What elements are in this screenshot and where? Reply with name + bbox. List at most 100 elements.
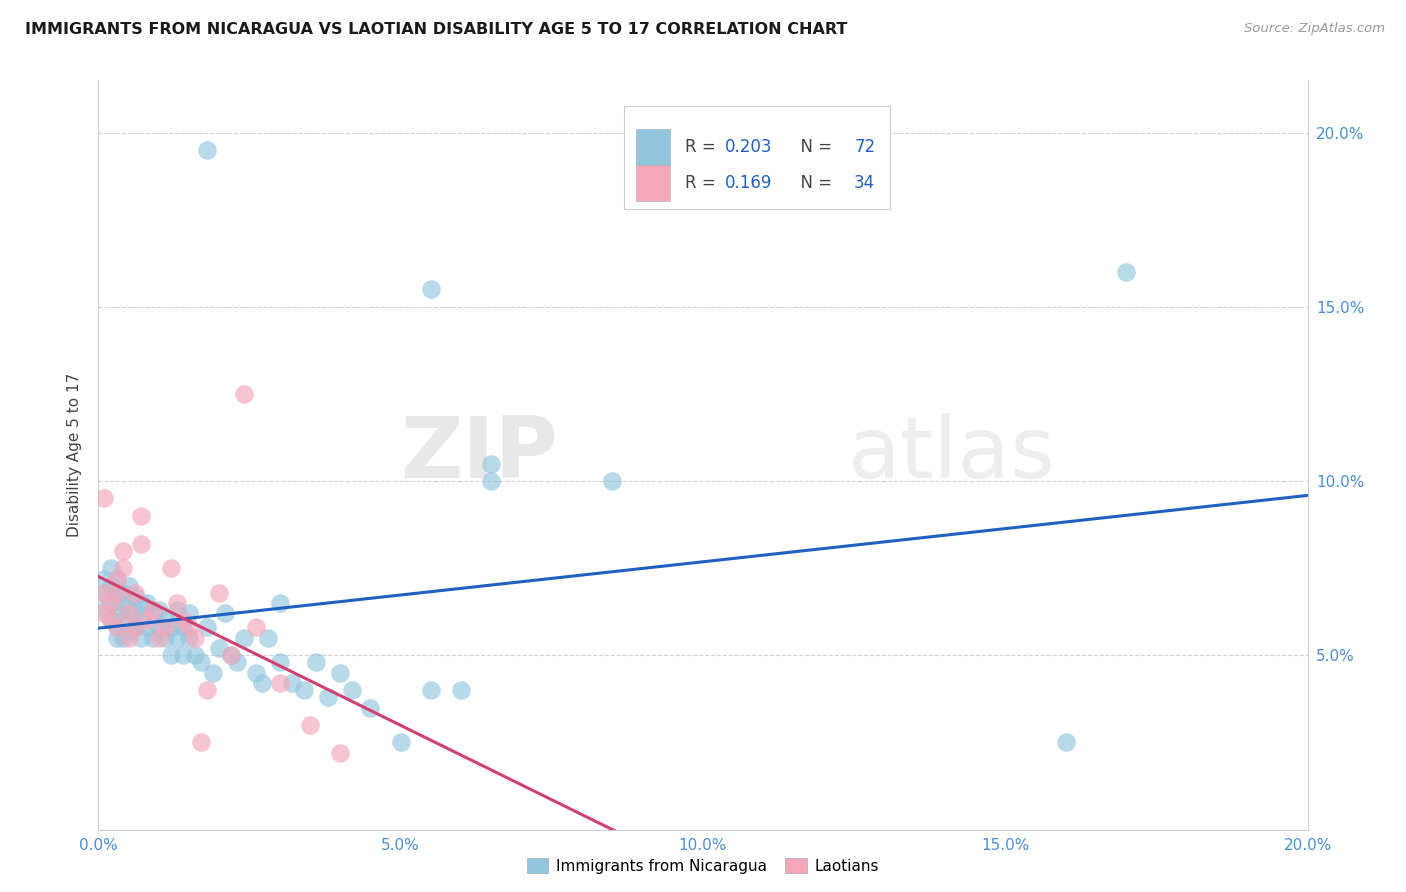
Point bbox=[232, 631, 254, 645]
Point bbox=[1115, 265, 1137, 279]
Point bbox=[316, 690, 339, 705]
Point bbox=[148, 620, 170, 634]
Point bbox=[100, 614, 122, 628]
Point bbox=[172, 614, 194, 628]
Point bbox=[190, 735, 212, 749]
Text: 0.203: 0.203 bbox=[724, 138, 772, 156]
Point bbox=[105, 589, 128, 603]
FancyBboxPatch shape bbox=[637, 165, 671, 202]
Point bbox=[93, 572, 115, 586]
Point bbox=[184, 648, 207, 663]
Point bbox=[129, 537, 152, 551]
Text: 0.169: 0.169 bbox=[724, 174, 772, 193]
Legend: Immigrants from Nicaragua, Laotians: Immigrants from Nicaragua, Laotians bbox=[522, 852, 884, 880]
Point bbox=[148, 631, 170, 645]
Point bbox=[111, 543, 134, 558]
Text: 72: 72 bbox=[855, 138, 876, 156]
Point bbox=[100, 596, 122, 610]
Point bbox=[100, 579, 122, 593]
Point bbox=[208, 585, 231, 599]
Point bbox=[135, 596, 157, 610]
Point bbox=[160, 620, 183, 634]
Point bbox=[118, 631, 141, 645]
Point bbox=[190, 655, 212, 669]
Point bbox=[214, 607, 236, 621]
Point bbox=[93, 491, 115, 506]
Point bbox=[305, 655, 328, 669]
Point bbox=[93, 607, 115, 621]
Point bbox=[142, 631, 165, 645]
Point bbox=[129, 631, 152, 645]
Point bbox=[135, 620, 157, 634]
Point bbox=[100, 596, 122, 610]
Point bbox=[129, 596, 152, 610]
Point bbox=[195, 620, 218, 634]
Y-axis label: Disability Age 5 to 17: Disability Age 5 to 17 bbox=[67, 373, 83, 537]
Point bbox=[195, 683, 218, 698]
Point bbox=[153, 620, 176, 634]
Point bbox=[226, 655, 249, 669]
Point bbox=[481, 474, 503, 488]
Point bbox=[602, 474, 624, 488]
Point bbox=[100, 614, 122, 628]
Point bbox=[250, 676, 273, 690]
Point bbox=[124, 607, 146, 621]
Text: 34: 34 bbox=[855, 174, 876, 193]
Point bbox=[124, 620, 146, 634]
Text: N =: N = bbox=[790, 174, 838, 193]
FancyBboxPatch shape bbox=[624, 106, 890, 209]
Point bbox=[111, 561, 134, 575]
Point bbox=[245, 620, 267, 634]
Text: ZIP: ZIP bbox=[401, 413, 558, 497]
Point bbox=[232, 387, 254, 401]
Text: atlas: atlas bbox=[848, 413, 1056, 497]
Point bbox=[1054, 735, 1077, 749]
Point bbox=[179, 607, 201, 621]
Point bbox=[105, 572, 128, 586]
Point bbox=[105, 607, 128, 621]
Point bbox=[124, 589, 146, 603]
Point bbox=[105, 631, 128, 645]
Point bbox=[124, 585, 146, 599]
Point bbox=[93, 603, 115, 617]
Point bbox=[184, 631, 207, 645]
Point bbox=[129, 614, 152, 628]
FancyBboxPatch shape bbox=[637, 129, 671, 165]
Point bbox=[269, 596, 291, 610]
Point bbox=[93, 585, 115, 599]
Point bbox=[100, 561, 122, 575]
Point bbox=[481, 457, 503, 471]
Point bbox=[166, 631, 188, 645]
Point bbox=[118, 603, 141, 617]
Point bbox=[105, 572, 128, 586]
Point bbox=[160, 561, 183, 575]
Point bbox=[93, 585, 115, 599]
Point bbox=[142, 607, 165, 621]
Point bbox=[166, 603, 188, 617]
Point bbox=[450, 683, 472, 698]
Text: R =: R = bbox=[685, 174, 721, 193]
Point bbox=[111, 585, 134, 599]
Point bbox=[195, 143, 218, 157]
Point bbox=[142, 603, 165, 617]
Point bbox=[118, 579, 141, 593]
Point bbox=[342, 683, 364, 698]
Point bbox=[256, 631, 278, 645]
Point bbox=[360, 700, 382, 714]
Point bbox=[420, 282, 443, 296]
Point bbox=[153, 614, 176, 628]
Point bbox=[111, 631, 134, 645]
Point bbox=[160, 648, 183, 663]
Text: Source: ZipAtlas.com: Source: ZipAtlas.com bbox=[1244, 22, 1385, 36]
Point bbox=[179, 620, 201, 634]
Point bbox=[172, 648, 194, 663]
Point bbox=[118, 624, 141, 638]
Point bbox=[269, 676, 291, 690]
Point bbox=[179, 631, 201, 645]
Point bbox=[111, 596, 134, 610]
Point bbox=[299, 718, 322, 732]
Text: R =: R = bbox=[685, 138, 721, 156]
Point bbox=[221, 648, 243, 663]
Point bbox=[153, 631, 176, 645]
Point bbox=[105, 585, 128, 599]
